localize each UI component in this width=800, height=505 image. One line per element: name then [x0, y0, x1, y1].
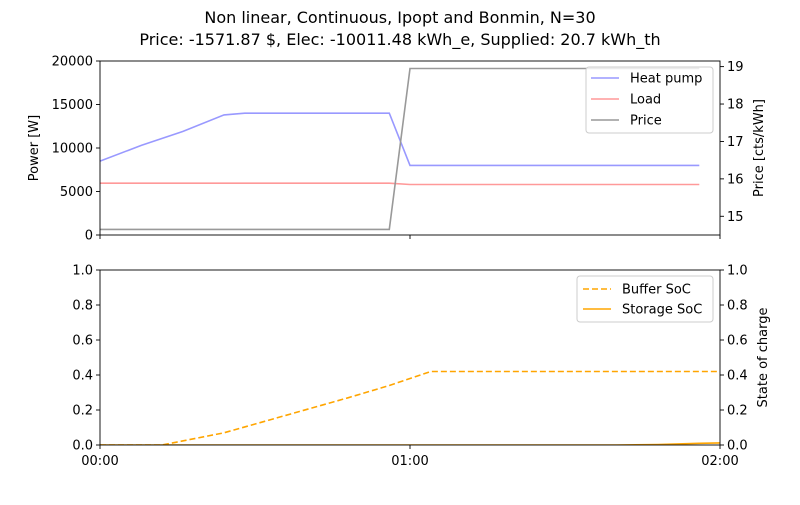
legend-entry: Heat pump: [630, 72, 702, 87]
y-left-tick-label: 10000: [52, 142, 93, 157]
x-tick-label: 01:00: [391, 454, 428, 469]
series-line-price: [100, 67, 700, 231]
bottom-plot-frame: [99, 269, 721, 446]
top-plot-frame: [99, 60, 721, 236]
series-line-load: [100, 182, 700, 186]
x-tick-label: 00:00: [81, 454, 118, 469]
y-left-tick-label: 0.4: [72, 369, 93, 384]
y-right-tick-label: 19: [727, 60, 744, 75]
legend-frame: [585, 66, 714, 134]
y-right-tick-label: 1.0: [727, 264, 748, 279]
y-right-tick-label: 17: [727, 135, 744, 150]
y-left-tick-label: 1.0: [72, 264, 93, 279]
y-right-tick-label: 0.2: [727, 404, 748, 419]
legend-entry: Buffer SoC: [622, 283, 691, 298]
y-right-tick-label: 16: [727, 172, 744, 187]
y-right-tick-label: 0.0: [727, 439, 748, 454]
y-right-axis-label: Price [cts/kWh]: [752, 99, 767, 197]
x-tick-label: 02:00: [701, 454, 738, 469]
chart-title-line1: Non linear, Continuous, Ipopt and Bonmin…: [204, 8, 595, 27]
y-left-tick-label: 0.8: [72, 299, 93, 314]
y-left-tick-label: 20000: [52, 55, 93, 70]
y-left-tick-label: 0.6: [72, 334, 93, 349]
series-line-heat-pump: [99, 112, 700, 167]
y-left-tick-label: 15000: [52, 98, 93, 113]
y-right-tick-label: 18: [727, 98, 744, 113]
series-line-storage-soc: [100, 442, 720, 445]
y-left-tick-label: 5000: [60, 185, 93, 200]
top-legend: Heat pump Load Price: [585, 66, 714, 134]
y-right-axis-label: State of charge: [756, 308, 771, 408]
y-right-tick-label: 0.8: [727, 299, 748, 314]
bottom-panel: 00:00 01:00 02:000.0 0.00.2 0.20.4 0.40.6 0.60…: [72, 264, 771, 470]
y-left-tick-label: 0.2: [72, 404, 93, 419]
legend-entry: Price: [630, 114, 662, 129]
top-panel: 0 5000 10000 15000 20000 15 16 17 18 19 Power [W] P…: [27, 55, 767, 244]
y-left-tick-label: 0: [85, 229, 93, 244]
series-line-buffer-soc: [100, 370, 720, 445]
y-left-tick-label: 0.0: [72, 439, 93, 454]
bottom-legend: Buffer SoC Storage SoC: [576, 275, 714, 323]
y-right-tick-label: 0.6: [727, 334, 748, 349]
legend-entry: Storage SoC: [622, 303, 702, 318]
y-right-tick-label: 15: [727, 210, 744, 225]
chart-title-line2: Price: -1571.87 $, Elec: -10011.48 kWh_e…: [139, 30, 660, 50]
y-left-axis-label: Power [W]: [27, 115, 42, 181]
y-right-tick-label: 0.4: [727, 369, 748, 384]
legend-frame: [576, 275, 714, 323]
legend-entry: Load: [630, 93, 661, 108]
